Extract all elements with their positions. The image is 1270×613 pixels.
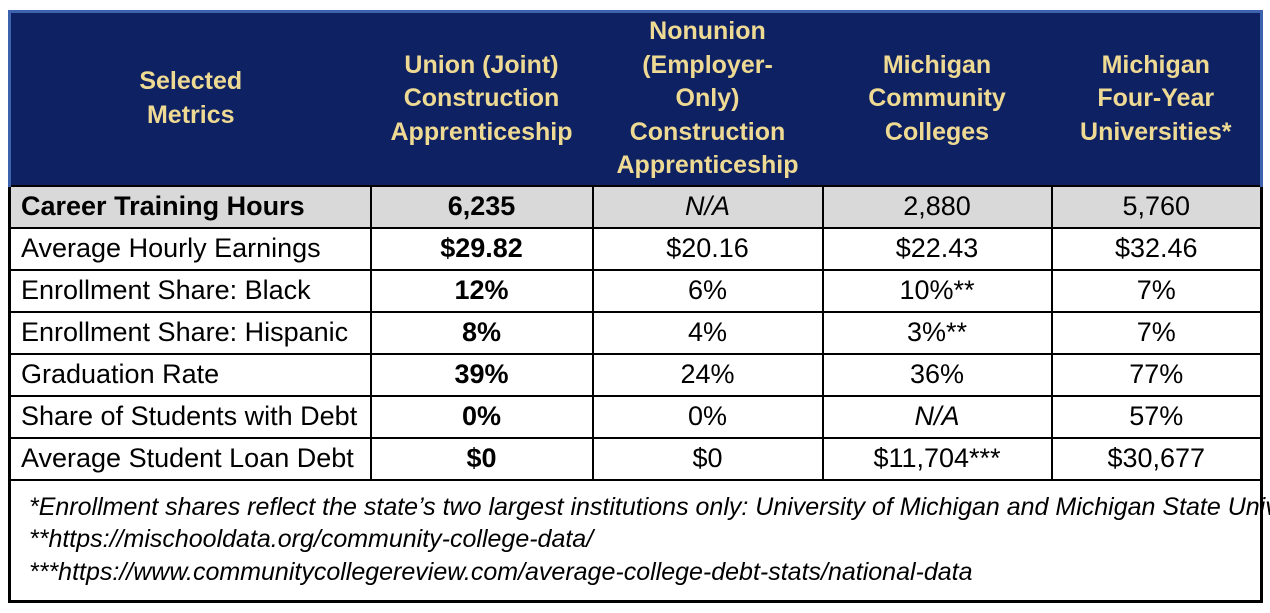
footnote-line-3: ***https://www.communitycollegereview.co… — [29, 557, 973, 586]
value-cell: $11,704*** — [821, 436, 1053, 481]
footnote-line-2: **https://mischooldata.org/community-col… — [29, 525, 594, 553]
col-header-four-year-universities: Michigan Four-Year Universities* — [1051, 10, 1263, 187]
table-row: Enrollment Share: Black 12% 6% 10%** 7% — [8, 268, 1263, 313]
value-cell: 2,880 — [821, 184, 1053, 229]
value-cell: $20.16 — [591, 226, 824, 271]
metric-cell: Average Student Loan Debt — [8, 436, 372, 481]
table-row: Graduation Rate 39% 24% 36% 77% — [8, 352, 1263, 397]
table-row: Share of Students with Debt 0% 0% N/A 57… — [8, 394, 1263, 439]
col-header-nonunion-apprenticeship: Nonunion (Employer- Only) Construction A… — [592, 10, 823, 187]
value-cell: 3%** — [821, 310, 1053, 355]
value-cell: 5,760 — [1050, 184, 1263, 229]
value-cell: 12% — [369, 268, 594, 313]
value-cell: 7% — [1050, 310, 1263, 355]
table-row: Average Hourly Earnings $29.82 $20.16 $2… — [8, 226, 1263, 271]
metric-cell: Graduation Rate — [8, 352, 372, 397]
value-cell: 7% — [1050, 268, 1263, 313]
value-cell: $30,677 — [1050, 436, 1263, 481]
metric-cell: Career Training Hours — [8, 184, 372, 229]
value-cell: 0% — [591, 394, 824, 439]
value-cell: 0% — [369, 394, 594, 439]
value-cell: 4% — [591, 310, 824, 355]
value-cell: N/A — [591, 184, 824, 229]
value-cell: 36% — [821, 352, 1053, 397]
col-header-union-apprenticeship: Union (Joint) Construction Apprenticeshi… — [370, 10, 593, 187]
value-cell: 10%** — [821, 268, 1053, 313]
table-row: Career Training Hours 6,235 N/A 2,880 5,… — [8, 184, 1263, 229]
metric-cell: Share of Students with Debt — [8, 394, 372, 439]
value-cell: 6,235 — [369, 184, 594, 229]
col-header-community-colleges: Michigan Community Colleges — [822, 10, 1052, 187]
table-header: Selected Metrics Union (Joint) Construct… — [8, 10, 1263, 187]
table-body: Career Training Hours 6,235 N/A 2,880 5,… — [8, 184, 1263, 481]
value-cell: 6% — [591, 268, 824, 313]
value-cell: 24% — [591, 352, 824, 397]
value-cell: $0 — [591, 436, 824, 481]
table-footnotes: *Enrollment shares reflect the state’s t… — [8, 478, 1270, 603]
metric-cell: Enrollment Share: Black — [8, 268, 372, 313]
footnote-line-1: *Enrollment shares reflect the state’s t… — [29, 492, 1270, 521]
header-row: Selected Metrics Union (Joint) Construct… — [8, 10, 1263, 187]
value-cell: 57% — [1050, 394, 1263, 439]
value-cell: $0 — [369, 436, 594, 481]
value-cell: $32.46 — [1050, 226, 1263, 271]
metric-cell: Average Hourly Earnings — [8, 226, 372, 271]
value-cell: 39% — [369, 352, 594, 397]
table-row: Average Student Loan Debt $0 $0 $11,704*… — [8, 436, 1263, 481]
value-cell: N/A — [821, 394, 1053, 439]
value-cell: 77% — [1050, 352, 1263, 397]
value-cell: 8% — [369, 310, 594, 355]
table-row: Enrollment Share: Hispanic 8% 4% 3%** 7% — [8, 310, 1263, 355]
value-cell: $22.43 — [821, 226, 1053, 271]
footnotes-row: *Enrollment shares reflect the state’s t… — [8, 478, 1270, 603]
metric-cell: Enrollment Share: Hispanic — [8, 310, 372, 355]
col-header-selected-metrics: Selected Metrics — [8, 10, 371, 187]
footnotes-cell: *Enrollment shares reflect the state’s t… — [8, 478, 1270, 603]
comparison-table: Selected Metrics Union (Joint) Construct… — [8, 10, 1270, 603]
value-cell: $29.82 — [369, 226, 594, 271]
